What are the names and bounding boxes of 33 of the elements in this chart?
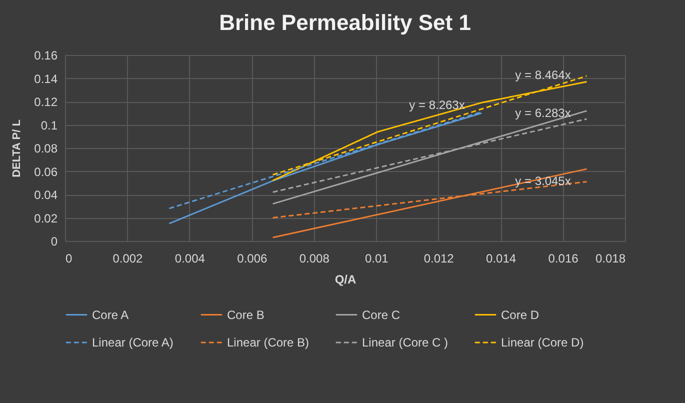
y-tick-label: 0.02 — [34, 211, 58, 226]
x-tick-label: 0.01 — [364, 252, 389, 266]
x-axis-title: Q/A — [334, 272, 356, 286]
legend-label: Core D — [501, 308, 540, 322]
annotation: y = 8.464x — [515, 68, 571, 82]
y-tick-label: 0.16 — [34, 48, 58, 62]
chart-title: Brine Permeability Set 1 — [219, 10, 471, 35]
y-tick-label: 0.1 — [40, 118, 58, 132]
y-tick-label: 0.14 — [34, 72, 58, 86]
legend-label: Linear (Core B) — [227, 336, 310, 350]
y-axis-title: DELTA P/ L — [11, 119, 24, 178]
y-tick-label: 0.04 — [34, 188, 58, 202]
legend-label: Linear (Core A) — [92, 336, 174, 350]
y-tick-label: 0.08 — [34, 142, 58, 156]
x-tick-label: 0.018 — [595, 252, 626, 266]
legend-label: Linear (Core D) — [501, 336, 584, 350]
y-tick-label: 0.12 — [34, 95, 58, 109]
x-tick-label: 0.002 — [112, 252, 144, 266]
annotation: y = 8.263x — [409, 98, 465, 112]
x-tick-label: 0 — [66, 252, 72, 266]
legend-label: Core A — [92, 308, 129, 322]
x-tick-label: 0.012 — [424, 252, 454, 266]
x-tick-label: 0.008 — [299, 252, 330, 266]
x-tick-label: 0.016 — [548, 252, 579, 266]
x-tick-label: 0.014 — [486, 252, 516, 266]
legend-label: Core B — [227, 308, 264, 322]
y-tick-label: 0 — [50, 234, 58, 248]
legend-label: Core C — [362, 308, 400, 322]
y-tick-label: 0.06 — [34, 164, 58, 179]
legend-label: Linear (Core C ) — [362, 336, 448, 350]
x-tick-label: 0.006 — [237, 252, 268, 266]
annotation: y = 6.283x — [515, 106, 571, 120]
x-tick-label: 0.004 — [174, 252, 206, 266]
